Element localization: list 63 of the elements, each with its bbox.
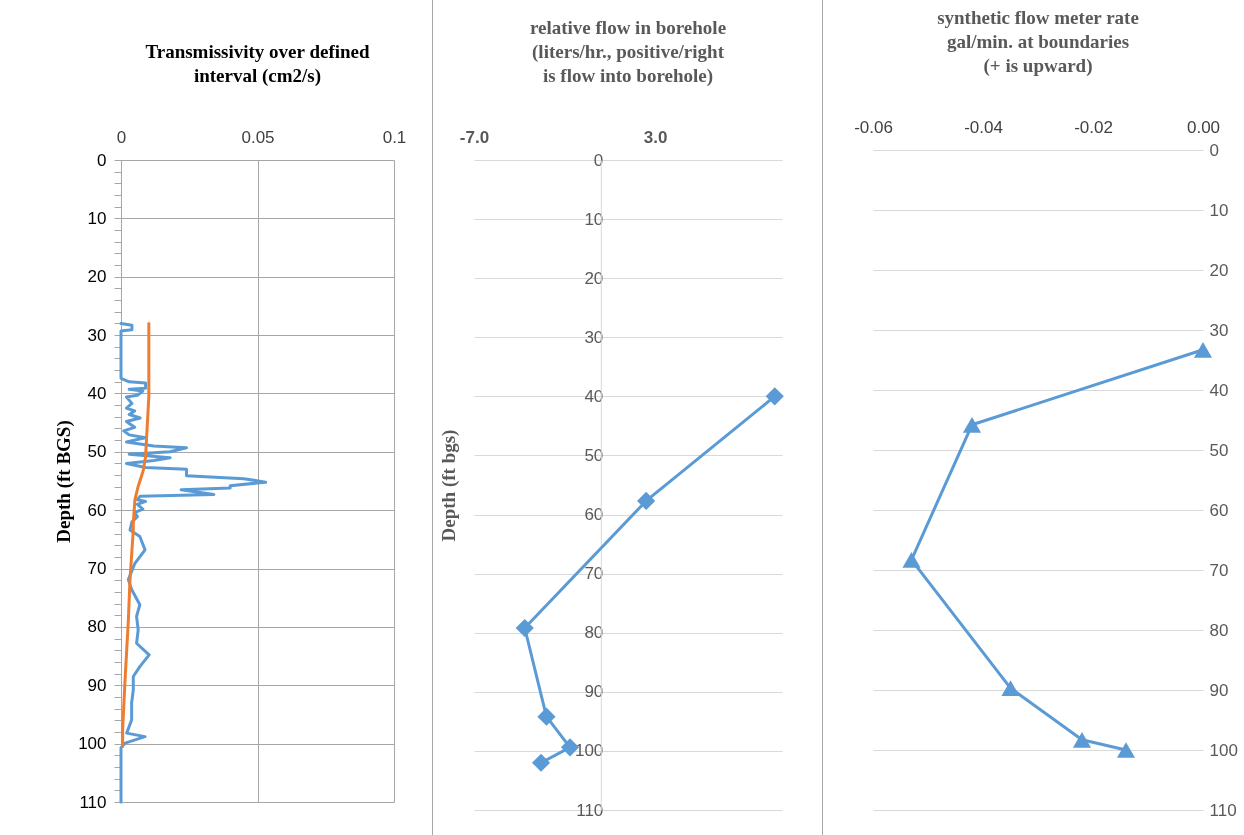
line-series [119, 321, 268, 804]
y-tick-label: 20 [1209, 260, 1229, 280]
y-tick-label: 90 [584, 682, 604, 702]
y-tick-label: 10 [87, 208, 107, 228]
y-tick-label: 20 [584, 268, 604, 288]
y-tick-label: 70 [87, 559, 107, 579]
y-tick-label: 30 [1209, 320, 1229, 340]
y-tick-label: 0 [97, 150, 107, 170]
y-tick-label: 0 [593, 150, 604, 170]
y-tick-label: 110 [1209, 800, 1237, 820]
y-tick-label: 110 [79, 792, 107, 812]
x-tick-label: 0.05 [241, 127, 275, 147]
y-tick-label: 70 [584, 564, 604, 584]
y-tick-label: 60 [1209, 500, 1229, 520]
y-axis-title: Depth (ft bgs) [437, 429, 460, 542]
x-tick-label: -0.06 [854, 117, 893, 137]
point [1116, 742, 1136, 758]
y-tick-label: 30 [584, 327, 604, 347]
line-series [121, 321, 151, 749]
y-tick-label: 20 [87, 267, 107, 287]
x-tick-label: 0 [116, 127, 127, 147]
point [515, 618, 534, 638]
x-tick-label: -0.02 [1074, 117, 1113, 137]
x-tick-label: 0.00 [1186, 117, 1221, 137]
x-tick-label: 3.0 [643, 127, 668, 147]
y-tick-label: 90 [87, 675, 107, 695]
chart-title: Transmissivity over defined interval (cm2/s) [145, 41, 370, 87]
point [962, 416, 982, 433]
y-tick-label: 50 [584, 445, 604, 465]
y-tick-label: 80 [584, 623, 604, 643]
point [537, 707, 556, 726]
point [637, 491, 656, 511]
point [1072, 731, 1092, 748]
x-tick-label: -7.0 [459, 127, 490, 147]
y-tick-label: 100 [78, 734, 107, 754]
y-tick-label: 100 [1209, 740, 1238, 760]
point [765, 387, 784, 406]
point [531, 753, 551, 772]
y-tick-label: 110 [576, 800, 604, 820]
y-tick-label: 40 [584, 386, 604, 406]
y-tick-label: 60 [584, 505, 604, 525]
chart-title: relative flow in borehole (liters/hr., positive/right is flow into borehole) [529, 17, 727, 87]
y-tick-label: 60 [87, 500, 107, 520]
y-axis-title: Depth (ft BGS) [53, 420, 76, 543]
y-tick-label: 70 [1209, 560, 1229, 580]
y-tick-label: 40 [1209, 380, 1229, 400]
point [1001, 680, 1020, 697]
y-tick-label: 10 [1209, 200, 1229, 220]
y-tick-label: 50 [1209, 440, 1229, 460]
y-tick-label: 0 [1209, 140, 1219, 160]
y-tick-label: 50 [87, 442, 107, 462]
y-tick-label: 80 [87, 617, 107, 637]
x-tick-label: -0.04 [964, 117, 1003, 137]
chart-title: synthetic flow meter rate gal/min. at boundaries (+ is upward) [937, 7, 1139, 77]
y-tick-label: 80 [1209, 620, 1229, 640]
y-tick-label: 90 [1209, 680, 1229, 700]
point [902, 551, 921, 568]
y-tick-label: 100 [574, 741, 604, 761]
y-tick-label: 30 [87, 325, 107, 345]
x-tick-label: 0.1 [382, 127, 407, 147]
point [1193, 341, 1213, 358]
y-tick-label: 40 [87, 383, 107, 403]
y-tick-label: 10 [584, 209, 604, 229]
